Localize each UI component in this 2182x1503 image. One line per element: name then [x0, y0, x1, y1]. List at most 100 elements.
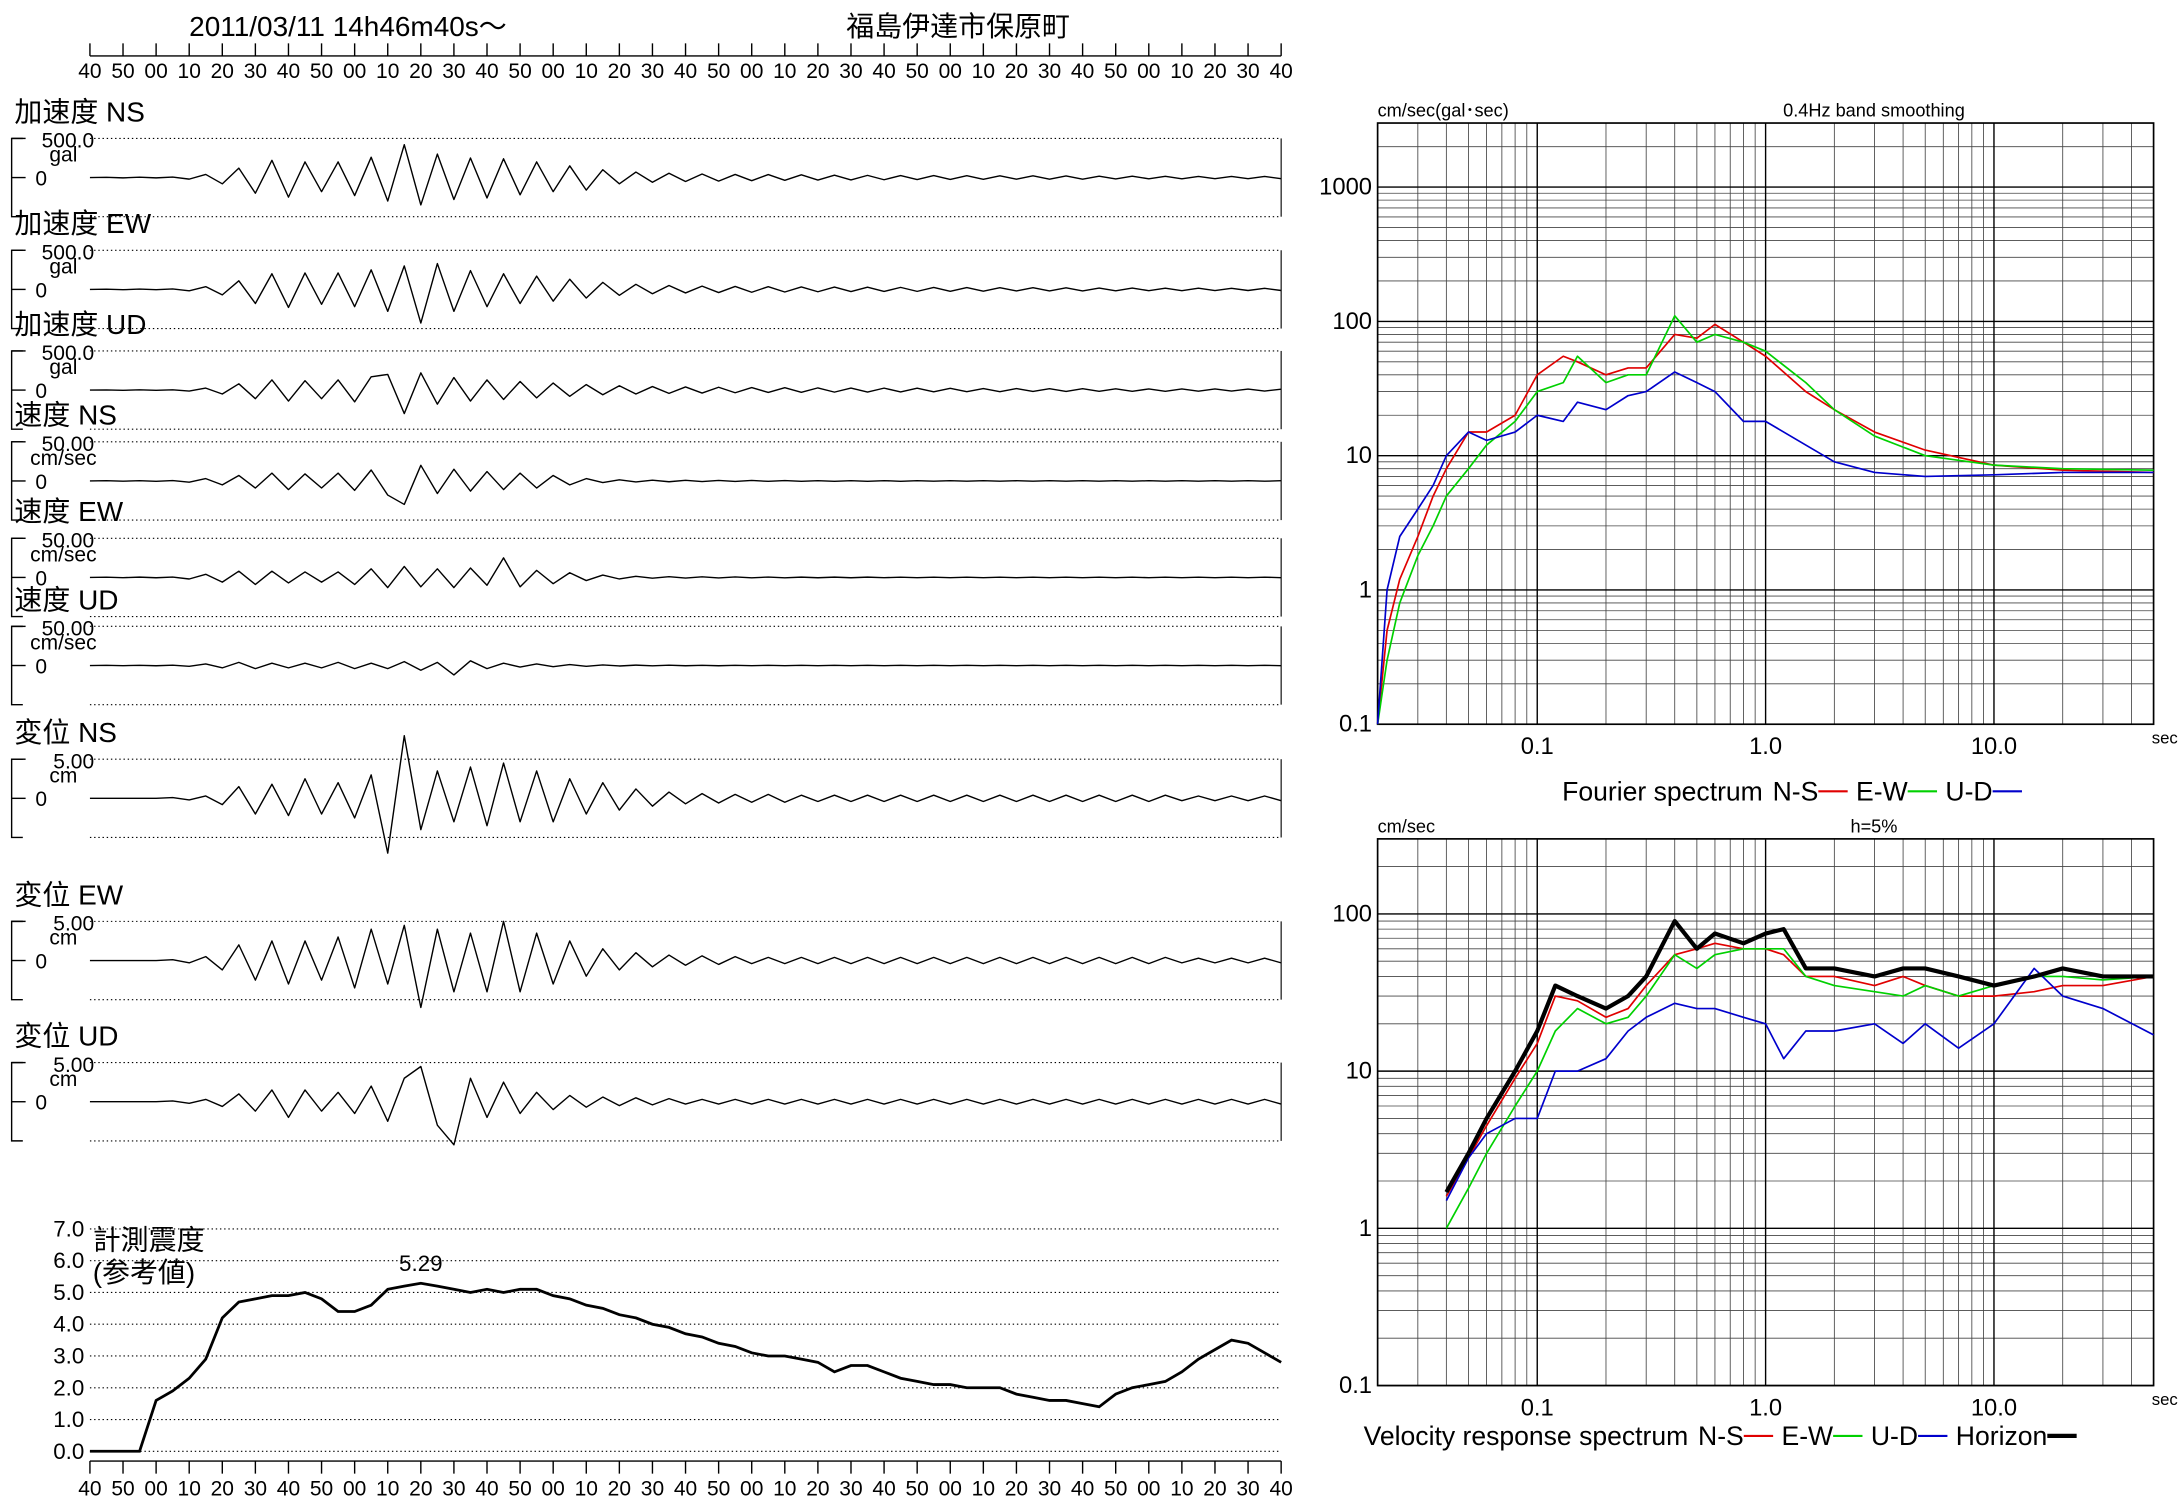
spectrum-line: [1444, 918, 2154, 1194]
x-tick-label: 10: [972, 1478, 995, 1501]
x-tick-label: 40: [674, 60, 697, 83]
x-tick-label: 20: [1005, 1478, 1028, 1501]
x-tick-label: 00: [1137, 1478, 1160, 1501]
plot-frame: [1376, 838, 2155, 1387]
panel-label: 速度 EW: [14, 496, 123, 527]
unit-label: cm/sec: [30, 447, 96, 470]
legend-label: E-W: [1782, 1421, 1834, 1451]
x-tick-label: 10: [575, 60, 598, 83]
x-tick-label: 40: [475, 60, 498, 83]
x-tick-label: 20: [806, 1478, 829, 1501]
x-tick-label: 30: [641, 1478, 664, 1501]
legend-label: N-S: [1773, 776, 1819, 806]
x-tick-label: 40: [872, 1478, 895, 1501]
x-tick-label: 50: [707, 60, 730, 83]
x-tick-label: 40: [78, 1478, 101, 1501]
panel-label: 加速度 NS: [14, 96, 144, 127]
x-tick-label: 50: [906, 60, 929, 83]
legend-title: Fourier spectrum: [1562, 776, 1763, 806]
chart-sublabel: (参考値): [93, 1257, 195, 1288]
y-tick-label: 2.0: [53, 1375, 84, 1400]
y-tick-label: 0: [35, 1092, 47, 1115]
spectrum-line: [1376, 323, 2154, 725]
y-tick-label: 500.0: [42, 342, 94, 365]
x-tick-label: 30: [442, 1478, 465, 1501]
x-tick-label: 20: [211, 1478, 234, 1501]
x-tick-label: 40: [277, 1478, 300, 1501]
x-tick-label: 10.0: [1971, 733, 2017, 760]
unit-label: gal: [49, 144, 77, 167]
legend-label: U-D: [1871, 1421, 1918, 1451]
x-tick-label: 50: [1104, 1478, 1127, 1501]
y-tick-label: 5.00: [53, 750, 94, 773]
y-tick-label: 0: [35, 167, 47, 190]
panel-label: 速度 NS: [14, 400, 117, 431]
y-tick-label: 5.0: [53, 1280, 84, 1305]
x-tick-label: 30: [244, 60, 267, 83]
y-tick-label: 1: [1359, 576, 1372, 603]
spectrum-line: [1376, 371, 2154, 725]
chart-label: 計測震度: [93, 1225, 205, 1256]
x-tick-label: 10: [376, 1478, 399, 1501]
chart-subtitle: h=5%: [1850, 816, 1897, 836]
y-tick-label: 0.0: [53, 1439, 84, 1464]
x-tick-label: 40: [872, 60, 895, 83]
unit-label: gal: [49, 256, 77, 279]
x-tick-label: 40: [1071, 1478, 1094, 1501]
spectrum-line: [1445, 967, 2154, 1202]
y-tick-label: 0: [35, 380, 47, 403]
x-tick-label: 00: [542, 1478, 565, 1501]
x-tick-label: 20: [1203, 1478, 1226, 1501]
x-tick-label: 50: [111, 60, 134, 83]
legend-label: E-W: [1856, 776, 1908, 806]
y-tick-label: 7.0: [53, 1216, 84, 1241]
intensity-line: [89, 1281, 1282, 1453]
y-tick-label: 5.00: [53, 1054, 94, 1077]
x-tick-label: 00: [740, 60, 763, 83]
x-tick-label: 50: [707, 1478, 730, 1501]
panel-label: 速度 UD: [14, 584, 118, 615]
x-tick-label: 20: [1203, 60, 1226, 83]
spectrum-line: [1376, 314, 2154, 725]
x-tick-label: 30: [244, 1478, 267, 1501]
subtitle: 福島伊達市保原町: [846, 11, 1070, 42]
y-tick-label: 0: [35, 950, 47, 973]
x-axis-label: sec: [2152, 1390, 2178, 1409]
x-tick-label: 50: [906, 1478, 929, 1501]
panel-label: 加速度 EW: [14, 208, 151, 239]
y-tick-label: 50.00: [42, 530, 94, 553]
x-tick-label: 40: [1269, 1478, 1292, 1501]
x-tick-label: 10: [376, 60, 399, 83]
waveform-trace: [89, 372, 1282, 415]
x-tick-label: 50: [508, 60, 531, 83]
x-tick-label: 40: [1071, 60, 1094, 83]
waveform-trace: [89, 1065, 1282, 1146]
waveform-trace: [89, 557, 1282, 589]
y-tick-label: 4.0: [53, 1312, 84, 1337]
x-tick-label: 30: [1236, 60, 1259, 83]
y-axis-label: cm/sec(gal･sec): [1378, 100, 1509, 120]
x-tick-label: 00: [144, 1478, 167, 1501]
panel-label: 加速度 UD: [14, 309, 146, 340]
x-tick-label: 20: [409, 1478, 432, 1501]
y-tick-label: 3.0: [53, 1343, 84, 1368]
x-tick-label: 10: [575, 1478, 598, 1501]
y-tick-label: 1.0: [53, 1407, 84, 1432]
unit-label: cm: [49, 764, 77, 787]
x-tick-label: 00: [939, 1478, 962, 1501]
x-tick-label: 50: [310, 1478, 333, 1501]
chart-subtitle: 0.4Hz band smoothing: [1783, 100, 1965, 120]
y-tick-label: 1: [1359, 1215, 1372, 1242]
x-tick-label: 50: [1104, 60, 1127, 83]
x-tick-label: 40: [277, 60, 300, 83]
unit-label: cm/sec: [30, 632, 96, 655]
x-tick-label: 30: [641, 60, 664, 83]
y-tick-label: 0.1: [1339, 1372, 1372, 1399]
y-tick-label: 10: [1346, 442, 1372, 469]
x-tick-label: 50: [111, 1478, 134, 1501]
legend-label: Horizon: [1956, 1421, 2047, 1451]
legend-label: U-D: [1945, 776, 1992, 806]
y-tick-label: 6.0: [53, 1248, 84, 1273]
